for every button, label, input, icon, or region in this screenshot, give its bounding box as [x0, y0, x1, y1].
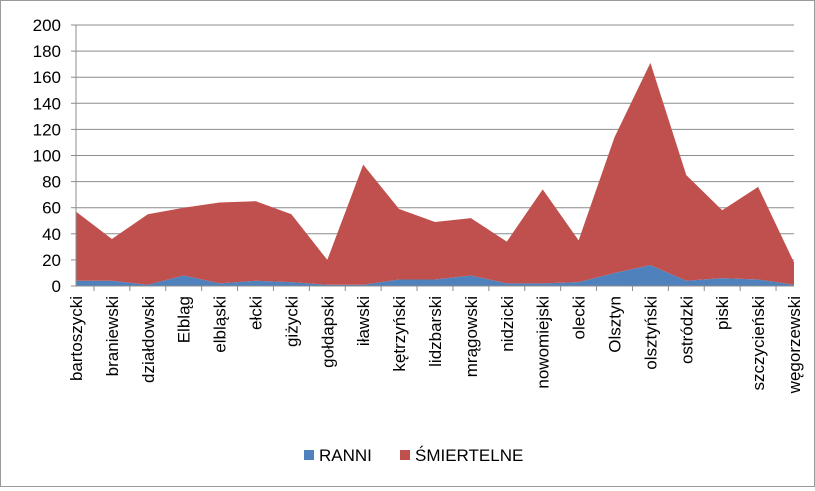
- y-tick-label: 180: [33, 42, 61, 61]
- x-tick-label: iławski: [354, 296, 373, 346]
- x-tick-label: ostródzki: [677, 296, 696, 364]
- x-tick-label: węgorzewski: [785, 296, 804, 394]
- x-tick-label: nidzicki: [498, 296, 517, 352]
- axes: [75, 25, 794, 291]
- x-tick-label: mrągowski: [462, 296, 481, 377]
- y-tick-label: 160: [33, 68, 61, 87]
- x-tick-label: szczycieński: [749, 296, 768, 390]
- legend: RANNI ŚMIERTELNE: [304, 446, 523, 465]
- x-tick-label: nowomiejski: [534, 296, 553, 389]
- y-tick-label: 200: [33, 16, 61, 35]
- x-tick-label: działdowski: [139, 296, 158, 383]
- legend-label-0: RANNI: [319, 446, 372, 465]
- y-tick-label: 120: [33, 120, 61, 139]
- x-tick-label: piski: [713, 296, 732, 330]
- y-tick-label: 80: [42, 173, 61, 192]
- x-tick-label: elbląski: [211, 296, 230, 353]
- x-tick-label: giżycki: [282, 296, 301, 347]
- x-tick-label: kętrzyński: [390, 296, 409, 372]
- legend-swatch-1: [400, 450, 410, 460]
- x-tick-label: Olsztyn: [606, 296, 625, 353]
- legend-label-1: ŚMIERTELNE: [415, 446, 523, 465]
- y-tick-label: 140: [33, 94, 61, 113]
- x-tick-label: gołdapski: [318, 296, 337, 368]
- x-axis-tick-labels: bartoszycki braniewski działdowski Elbląg el…: [67, 296, 804, 394]
- legend-swatch-0: [304, 450, 314, 460]
- y-tick-label: 20: [42, 251, 61, 270]
- x-tick-label: braniewski: [103, 296, 122, 376]
- x-tick-label: lidzbarski: [426, 296, 445, 367]
- y-tick-label: 60: [42, 199, 61, 218]
- series-areas: [76, 62, 794, 286]
- x-tick-label: bartoszycki: [67, 296, 86, 381]
- x-tick-label: Elbląg: [175, 296, 194, 343]
- y-axis-tick-labels: 0 20 40 60 80 100 120 140 160 180 200: [33, 16, 61, 296]
- x-tick-label: ełcki: [247, 296, 266, 330]
- x-tick-label: olsztyński: [641, 296, 660, 370]
- y-tick-label: 0: [52, 277, 61, 296]
- y-tick-label: 40: [42, 225, 61, 244]
- series-area-1: [76, 62, 794, 285]
- x-tick-label: olecki: [570, 296, 589, 339]
- y-tick-label: 100: [33, 147, 61, 166]
